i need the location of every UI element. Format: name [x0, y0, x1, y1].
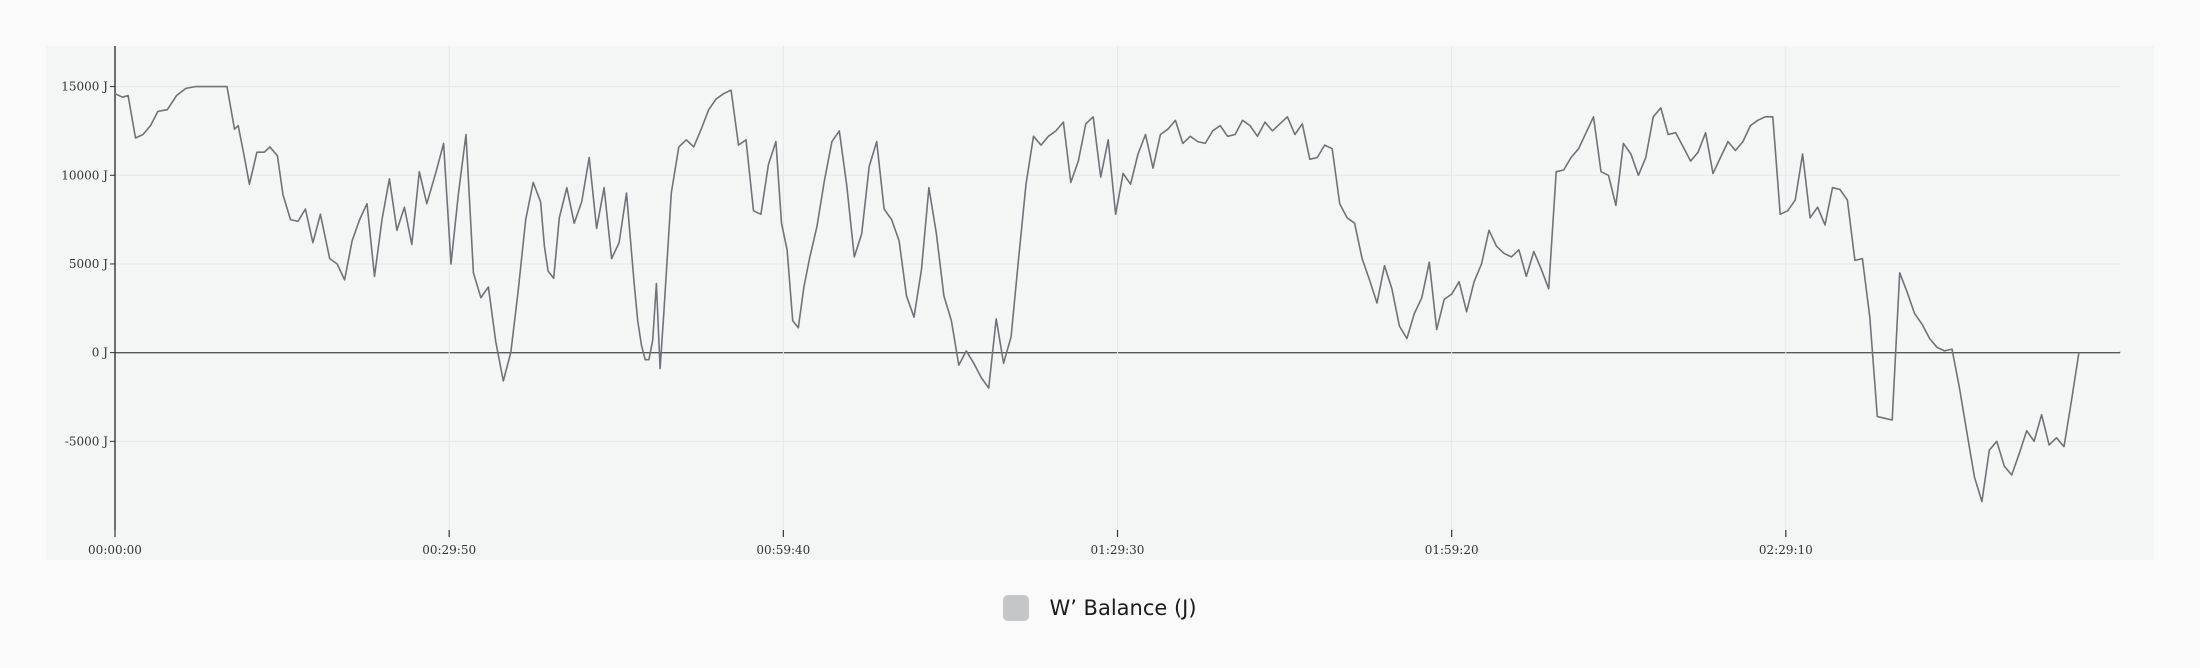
x-tick-label: 00:29:50: [422, 543, 476, 557]
y-tick-label: 10000 J: [61, 168, 108, 182]
y-tick-label: 15000 J: [61, 80, 108, 94]
legend[interactable]: W’ Balance (J): [0, 588, 2200, 628]
plot-area-background: [46, 46, 2154, 560]
y-tick-label: -5000 J: [65, 434, 108, 448]
legend-label[interactable]: W’ Balance (J): [1049, 596, 1197, 620]
legend-swatch[interactable]: [1003, 595, 1030, 621]
x-tick-label: 01:29:30: [1091, 543, 1145, 557]
y-tick-label: 5000 J: [69, 257, 108, 271]
series-line-0: [114, 85, 2080, 503]
series-layer: [114, 85, 2080, 503]
x-tick-label: 00:00:00: [88, 543, 142, 557]
x-tick-label: 01:59:20: [1425, 543, 1479, 557]
grid-layer: [115, 46, 2120, 530]
y-tick-label: 0 J: [92, 346, 108, 360]
label-layer: 15000 J 10000 J 5000 J 0 J -5000 J 00:00:00 00…: [61, 80, 1813, 557]
axis-layer: [110, 46, 2121, 537]
x-tick-label: 00:59:40: [756, 543, 810, 557]
x-tick-label: 02:29:10: [1759, 543, 1813, 557]
